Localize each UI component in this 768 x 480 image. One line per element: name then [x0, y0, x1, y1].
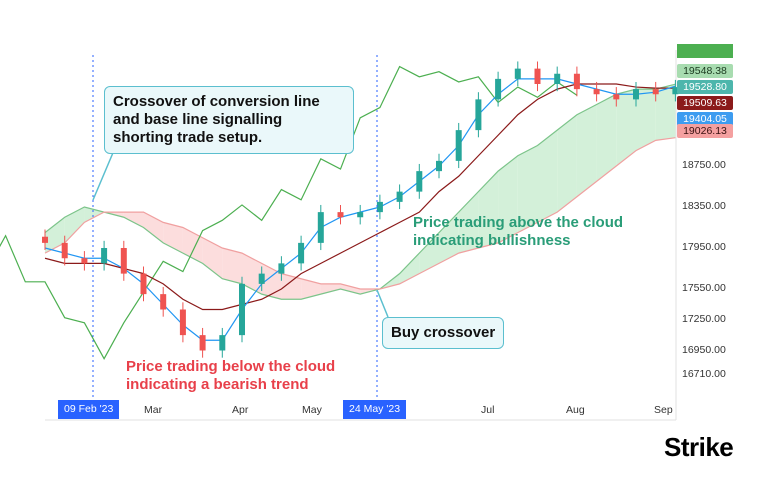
cloud-segment — [439, 212, 459, 264]
candle — [652, 89, 659, 95]
y-tick-label: 17950.00 — [682, 241, 726, 253]
cloud-segment — [458, 191, 479, 254]
x-highlight-may: 24 May '23 — [343, 400, 407, 419]
candle — [337, 212, 344, 218]
crossover-annotation: Crossover of conversion line and base li… — [104, 86, 354, 154]
cloud-segment — [478, 171, 499, 248]
x-tick-label: Apr — [232, 404, 249, 416]
candle — [633, 89, 639, 100]
x-tick-label: Sep — [654, 404, 673, 416]
candle — [495, 78, 502, 100]
candle — [534, 68, 541, 84]
cloud-segment — [557, 114, 577, 213]
x-highlight-feb: 09 Feb '23 — [58, 400, 120, 419]
candle — [554, 73, 561, 84]
cloud-segment — [399, 253, 420, 284]
candle — [140, 273, 147, 295]
candle — [199, 335, 206, 351]
x-tick-label: Jul — [481, 404, 495, 416]
cloud-segment — [242, 253, 262, 295]
price-label: 19509.63 — [677, 96, 733, 110]
cloud-segment — [576, 104, 597, 197]
candle — [81, 258, 88, 264]
x-tick-label: May — [302, 404, 322, 416]
cloud-segment — [64, 207, 85, 243]
cloud-segment — [182, 227, 203, 264]
price-label-cut — [677, 44, 733, 58]
x-tick-label: Mar — [144, 404, 163, 416]
cloud-segment — [517, 145, 538, 233]
cloud-segment — [123, 212, 144, 228]
candle — [258, 273, 265, 284]
cloud-segment — [320, 283, 341, 295]
candle — [357, 212, 364, 218]
cloud-segment — [281, 273, 302, 300]
candle — [101, 248, 108, 264]
bearish-annotation: Price trading below the cloud indicating… — [126, 358, 336, 393]
cloud-segment — [222, 248, 242, 284]
price-label: 19528.80 — [677, 80, 733, 94]
candle — [317, 212, 324, 243]
annotation-pointer — [92, 147, 116, 201]
leading-span-b — [44, 137, 676, 290]
cloud-segment — [596, 94, 617, 182]
x-tick-label: Aug — [566, 404, 585, 416]
candle — [160, 294, 167, 310]
candle — [239, 283, 245, 336]
cloud-segment — [655, 84, 676, 141]
y-tick-label: 18750.00 — [682, 159, 726, 171]
cloud-segment — [498, 155, 518, 243]
leading-span-a — [44, 83, 676, 300]
candle — [396, 191, 403, 202]
cloud-segment — [301, 278, 321, 300]
candle — [514, 68, 521, 79]
candle — [42, 236, 48, 243]
y-tick-label: 16950.00 — [682, 343, 726, 356]
price-label: 19548.38 — [677, 64, 733, 78]
cloud-segment — [340, 283, 361, 295]
y-tick-label: 16710.00 — [682, 368, 726, 381]
base-line — [44, 83, 676, 311]
candle — [475, 99, 482, 131]
annotation-pointer — [376, 289, 389, 318]
y-tick-label: 17550.00 — [682, 282, 726, 294]
candle — [376, 201, 383, 213]
candle — [179, 309, 186, 336]
candle — [672, 87, 679, 95]
strike-logo: Strike — [664, 432, 734, 462]
candle — [593, 89, 600, 95]
cloud-segment — [419, 232, 439, 274]
candle — [436, 160, 442, 172]
buy-crossover-annotation: Buy crossover — [382, 317, 505, 349]
cloud-segment — [616, 89, 636, 166]
cloud-segment — [537, 130, 558, 223]
price-label: 19404.05 — [677, 112, 733, 126]
y-tick-label: 18350.00 — [682, 200, 726, 212]
cloud-segment — [84, 207, 105, 223]
candle — [219, 335, 226, 351]
cloud-segment — [636, 89, 656, 151]
candle — [613, 94, 620, 100]
price-label: 19026.13 — [677, 124, 733, 138]
candle — [573, 73, 580, 90]
candle — [61, 242, 68, 259]
candle — [455, 130, 462, 161]
lagging-span — [0, 65, 578, 360]
candle — [416, 171, 423, 192]
candle — [298, 242, 305, 264]
candle — [120, 248, 127, 274]
y-tick-label: 17250.00 — [682, 312, 726, 325]
cloud-segment — [45, 217, 65, 254]
candle — [278, 263, 285, 274]
cloud-segment — [202, 237, 223, 279]
bullish-annotation: Price trading above the cloud indicating… — [413, 214, 624, 249]
